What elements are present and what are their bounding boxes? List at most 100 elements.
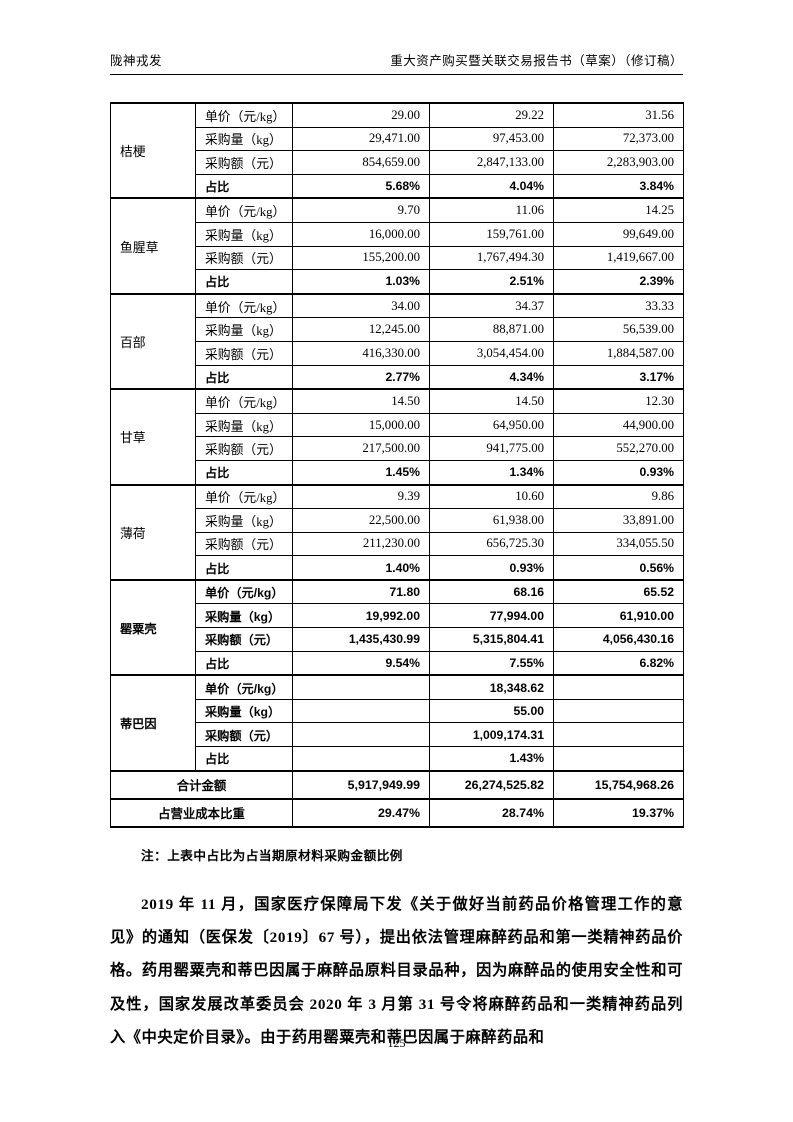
cell-value: 4,056,430.16 [553,627,684,652]
cell-value: 15,754,968.26 [553,769,684,800]
table-row: 采购额（元） 416,330.00 3,054,454.00 1,884,587… [111,340,684,366]
cell-value: 211,230.00 [292,531,430,557]
cell-value: 34.37 [429,292,554,319]
cell-value: 0.93% [553,459,684,486]
cell-value: 11.06 [429,197,554,223]
row-label: 占比 [195,364,293,390]
total-row: 合计金额 5,917,949.99 26,274,525.82 15,754,9… [110,769,684,800]
company-name: 陇神戎发 [110,54,163,68]
cell-value: 68.16 [429,578,554,605]
cell-value: 4.04% [429,173,554,199]
material-name: 桔梗 [110,101,196,199]
row-label: 采购量（kg） [195,508,293,533]
cell-value: 56,539.00 [553,317,684,342]
cell-value: 3,054,454.00 [429,340,554,366]
table-row: 采购量（kg） 55.00 [111,698,684,724]
cell-value: 7.55% [429,650,554,676]
row-label: 单价（元/kg） [195,292,293,319]
cell-value: 72,373.00 [553,126,684,152]
cell-value: 2.77% [292,364,430,390]
cell-value: 14.50 [292,388,430,414]
row-label: 采购额（元） [195,627,293,652]
cell-value: 1,884,587.00 [553,340,684,366]
material-name: 百部 [110,292,196,390]
material-block: 鱼腥草 单价（元/kg） 9.70 11.06 14.25 采购量（kg） 16… [110,197,684,295]
cell-value: 4.34% [429,364,554,390]
cell-value: 854,659.00 [292,150,430,175]
cell-value: 33.33 [553,292,684,319]
row-label: 占比 [195,555,293,581]
cell-value: 0.93% [429,555,554,581]
cell-value: 97,453.00 [429,126,554,152]
cell-value: 3.17% [553,364,684,390]
cell-value: 1.45% [292,459,430,486]
cell-value: 31.56 [553,101,684,128]
material-name: 薄荷 [110,483,196,581]
row-label: 采购量（kg） [195,317,293,342]
table-row: 采购量（kg） 19,992.00 77,994.00 61,910.00 [111,603,684,629]
cell-value: 14.50 [429,388,554,414]
table-row: 占比 1.45% 1.34% 0.93% [111,459,684,486]
material-name: 甘草 [110,388,196,486]
row-label: 单价（元/kg） [195,483,293,510]
cell-value: 15,000.00 [292,412,430,438]
table-row: 占比 2.77% 4.34% 3.17% [111,364,684,390]
table-row: 采购量（kg） 16,000.00 159,761.00 99,649.00 [111,221,684,247]
row-label: 单价（元/kg） [195,388,293,414]
cell-value: 16,000.00 [292,221,430,247]
cell-value: 12.30 [553,388,684,414]
material-name: 蒂巴因 [110,674,196,772]
cell-value: 3.84% [553,173,684,199]
cell-value: 1.03% [292,269,430,295]
cell-value: 5,315,804.41 [429,627,554,652]
page-header: 陇神戎发 重大资产购买暨关联交易报告书（草案）（修订稿） [110,0,683,75]
table-row: 罂粟壳 单价（元/kg） 71.80 68.16 65.52 [110,578,684,676]
cell-value [553,674,684,700]
table-row: 占比 1.40% 0.93% 0.56% [111,555,684,581]
table-row: 鱼腥草 单价（元/kg） 9.70 11.06 14.25 [110,197,684,295]
row-label: 采购额（元） [195,150,293,175]
table-row: 采购量（kg） 22,500.00 61,938.00 33,891.00 [111,508,684,533]
table-row: 桔梗 单价（元/kg） 29.00 29.22 31.56 [110,101,684,199]
cell-value [292,722,430,748]
cell-value: 9.70 [292,197,430,223]
cell-value [292,746,430,772]
page-number: 125 [387,1036,406,1050]
cell-value: 5.68% [292,173,430,199]
cell-value: 552,270.00 [553,436,684,461]
material-name: 罂粟壳 [110,578,196,676]
material-block: 甘草 单价（元/kg） 14.50 14.50 12.30 采购量（kg） 15… [110,388,684,486]
cell-value: 2,847,133.00 [429,150,554,175]
cell-value: 6.82% [553,650,684,676]
cell-value: 19,992.00 [292,603,430,629]
material-block: 百部 单价（元/kg） 34.00 34.37 33.33 采购量（kg） 12… [110,292,684,390]
row-label: 采购额（元） [195,245,293,271]
cell-value: 33,891.00 [553,508,684,533]
row-label: 占比 [195,650,293,676]
cell-value: 65.52 [553,578,684,605]
cell-value: 1,419,667.00 [553,245,684,271]
cell-value: 0.56% [553,555,684,581]
cell-value: 55.00 [429,698,554,724]
row-label: 占比 [195,746,293,772]
cell-value: 77,994.00 [429,603,554,629]
table-row: 甘草 单价（元/kg） 14.50 14.50 12.30 [110,388,684,486]
cell-value: 61,910.00 [553,603,684,629]
cell-value: 34.00 [292,292,430,319]
cell-value: 1.34% [429,459,554,486]
material-block: 桔梗 单价（元/kg） 29.00 29.22 31.56 采购量（kg） 29… [110,101,684,199]
cell-value: 2.51% [429,269,554,295]
cell-value: 1,009,174.31 [429,722,554,748]
cell-value: 656,725.30 [429,531,554,557]
row-label: 采购额（元） [195,722,293,748]
cell-value: 18,348.62 [429,674,554,700]
table-row: 采购额（元） 217,500.00 941,775.00 552,270.00 [111,436,684,461]
cell-value [553,746,684,772]
cell-value: 155,200.00 [292,245,430,271]
row-label: 单价（元/kg） [195,101,293,128]
cost-ratio-label: 占营业成本比重 [110,797,293,828]
report-title: 重大资产购买暨关联交易报告书（草案）（修订稿） [390,54,683,68]
table-row: 占比 1.03% 2.51% 2.39% [111,269,684,295]
material-name: 鱼腥草 [110,197,196,295]
